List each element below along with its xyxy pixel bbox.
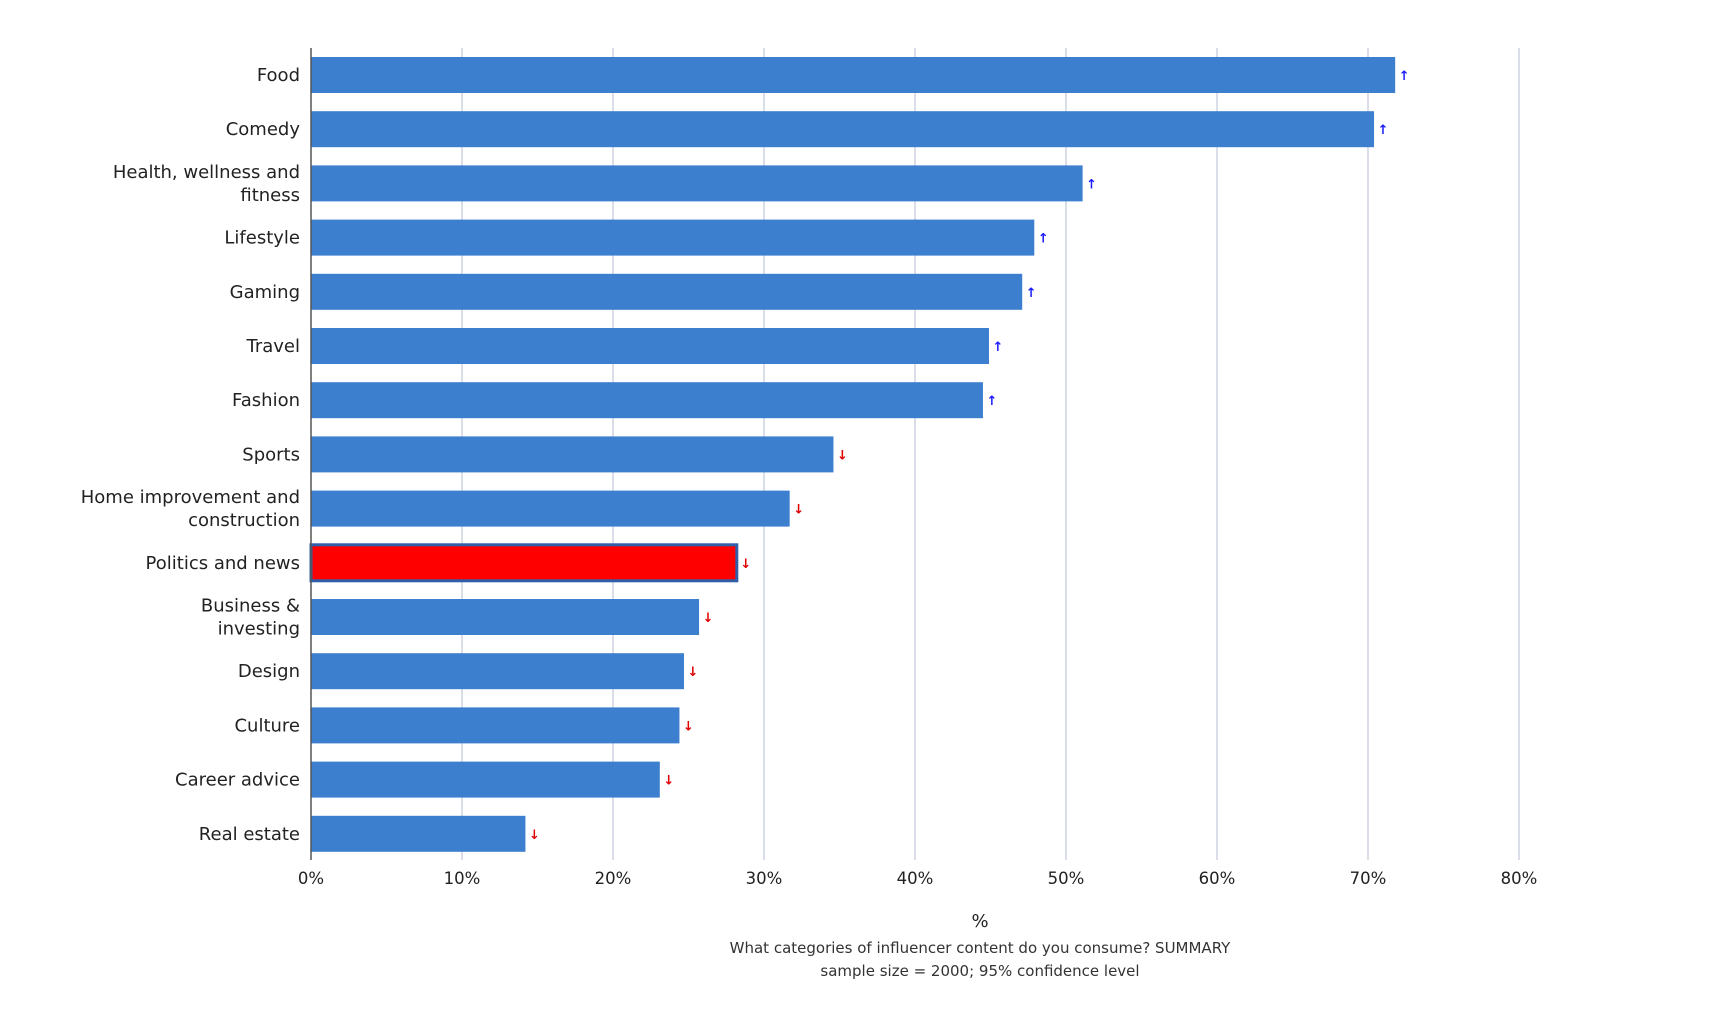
bar-comedy (311, 111, 1375, 148)
arrow-down-icon: ↓ (793, 503, 804, 518)
category-label-line: Comedy (226, 119, 301, 140)
category-label-culture: Culture (234, 715, 300, 736)
x-tick-label: 40% (897, 869, 934, 888)
category-label-line: Lifestyle (224, 228, 300, 249)
x-tick-label: 10% (444, 869, 481, 888)
bars (309, 57, 1396, 852)
bar-sports (311, 436, 834, 473)
category-label-line: Fashion (232, 390, 300, 411)
category-label-line: Business & (201, 596, 300, 617)
arrow-down-icon: ↓ (663, 774, 674, 789)
category-label-line: Gaming (230, 282, 300, 303)
category-label-real-estate: Real estate (199, 824, 300, 845)
category-label-line: Travel (245, 336, 300, 357)
category-label-line: Sports (242, 444, 300, 465)
category-label-design: Design (238, 661, 300, 682)
category-label-line: Design (238, 661, 300, 682)
arrow-up-icon: ↑ (993, 340, 1004, 355)
x-tick-label: 0% (298, 869, 324, 888)
arrow-up-icon: ↑ (1038, 232, 1049, 247)
arrow-down-icon: ↓ (703, 611, 714, 626)
bar-culture (311, 707, 680, 744)
arrow-up-icon: ↑ (986, 394, 997, 409)
category-label-sports: Sports (242, 444, 300, 465)
category-label-line: Health, wellness and (113, 162, 300, 183)
chart-caption-sample-size: sample size = 2000; 95% confidence level (820, 962, 1139, 980)
arrow-down-icon: ↓ (688, 665, 699, 680)
bar-food (311, 57, 1396, 93)
category-label-gaming: Gaming (230, 282, 300, 303)
bar-lifestyle (311, 219, 1035, 256)
bar-gaming (311, 273, 1023, 310)
category-label-business-investing: Business & investing (201, 596, 300, 640)
bar-travel (311, 328, 989, 364)
category-label-line: construction (188, 510, 300, 531)
arrow-up-icon: ↑ (1026, 286, 1037, 301)
x-tick-label: 60% (1199, 869, 1236, 888)
category-label-career-advice: Career advice (175, 770, 300, 791)
category-label-politics-and-news: Politics and news (146, 553, 300, 574)
category-label-travel: Travel (245, 336, 300, 357)
significance-arrows: ↑ ↑ ↑ ↑ ↑ ↑ ↑ ↓ ↓ ↓ ↓ ↓ ↓ ↓ ↓ (529, 69, 1410, 843)
arrow-down-icon: ↓ (740, 557, 751, 572)
category-label-home-improvement-and-construction: Home improvement and construction (81, 487, 300, 531)
category-label-line: Culture (234, 715, 300, 736)
category-label-food: Food (257, 65, 300, 86)
arrow-down-icon: ↓ (529, 828, 540, 843)
arrow-down-icon: ↓ (837, 448, 848, 463)
category-label-line: fitness (240, 185, 300, 206)
category-label-fashion: Fashion (232, 390, 300, 411)
arrow-up-icon: ↑ (1086, 177, 1097, 192)
category-label-health-wellness-and-fitness: Health, wellness and fitness (113, 162, 300, 206)
category-label-line: investing (218, 619, 300, 640)
x-tick-label: 50% (1048, 869, 1085, 888)
arrow-up-icon: ↑ (1378, 123, 1389, 138)
x-tick-label: 20% (595, 869, 632, 888)
bar-home-improvement-and-construction (311, 490, 790, 527)
bar-career-advice (311, 761, 660, 798)
bar-design (311, 653, 684, 690)
x-tick-label: 70% (1350, 869, 1387, 888)
x-tick-label: 30% (746, 869, 783, 888)
arrow-down-icon: ↓ (683, 719, 694, 734)
category-label-line: Politics and news (146, 553, 300, 574)
x-axis-title: % (971, 911, 988, 932)
category-label-comedy: Comedy (226, 119, 301, 140)
x-axis-ticks: 0% 10% 20% 30% 40% 50% 60% 70% 80% (298, 869, 1537, 888)
chart-caption-question: What categories of influencer content do… (730, 939, 1231, 957)
bar-business-investing (311, 599, 700, 635)
category-label-line: Career advice (175, 770, 300, 791)
category-label-line: Food (257, 65, 300, 86)
bar-politics-and-news (309, 543, 739, 583)
category-label-line: Home improvement and (81, 487, 300, 508)
bar-health-wellness-and-fitness (311, 165, 1083, 202)
arrow-up-icon: ↑ (1399, 69, 1410, 84)
category-label-lifestyle: Lifestyle (224, 228, 300, 249)
x-tick-label: 80% (1501, 869, 1538, 888)
bar-real-estate (311, 815, 526, 852)
category-label-line: Real estate (199, 824, 300, 845)
bar-fashion (311, 382, 983, 419)
category-labels: Food Comedy Health, wellness and fitness Lif… (81, 65, 301, 845)
